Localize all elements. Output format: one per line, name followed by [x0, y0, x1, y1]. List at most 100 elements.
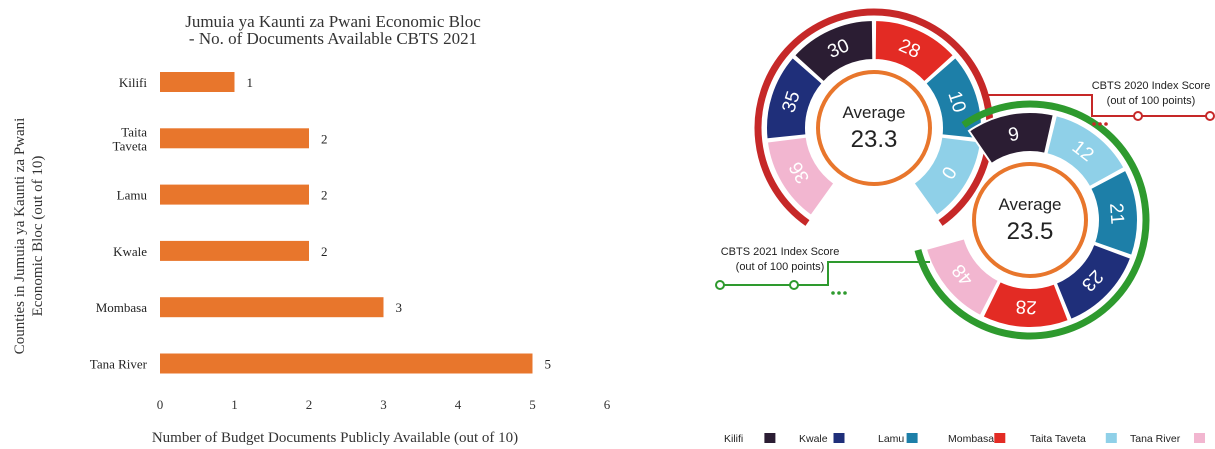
callout-node [1133, 111, 1143, 121]
bar-group: Mombasa 3 [96, 297, 403, 318]
gauge-segment [912, 135, 983, 218]
legend-label: Lamu [878, 433, 904, 445]
data-label: 1 [247, 75, 254, 90]
legend-item: Mombasa [948, 433, 1006, 445]
legend-item: Tana River [1130, 433, 1205, 445]
legend-item: Kwale [799, 433, 845, 445]
callout-dot [1098, 122, 1102, 126]
chart-title-line: - No. of Documents Available CBTS 2021 [189, 29, 477, 48]
bar [160, 184, 309, 205]
gauge-segment [765, 55, 825, 141]
gauge-segment [1054, 242, 1133, 322]
bar [160, 353, 533, 374]
legend-label: Kilifi [724, 433, 743, 445]
x-tick-label: 2 [306, 397, 313, 412]
x-tick-label: 1 [231, 397, 238, 412]
y-axis-label-line: Counties in Jumuia ya Kaunti za Pwani [12, 118, 28, 355]
callout-node [1205, 111, 1215, 121]
gauge-average-value: 23.3 [851, 126, 898, 153]
legend-label: Tana River [1130, 433, 1181, 445]
gauge-average-value: 23.5 [1007, 218, 1054, 245]
chart-title: Jumuia ya Kaunti za Pwani Economic Bloc -… [185, 12, 481, 48]
gauge-average-label: Average [842, 103, 905, 122]
bar-group: Lamu 2 [117, 184, 328, 205]
bar-group: Kilifi 1 [119, 72, 253, 92]
legend-label: Kwale [799, 433, 828, 445]
legend-swatch [906, 433, 918, 443]
data-label: 2 [321, 188, 328, 203]
legend-item: Taita Taveta [1030, 433, 1117, 445]
data-label: 2 [321, 131, 328, 146]
legend-label: Taita Taveta [1030, 433, 1086, 445]
callout-node [715, 280, 725, 290]
category-label: Tana River [90, 357, 148, 372]
legend-label: Mombasa [948, 433, 994, 445]
callout-dot [831, 291, 835, 295]
gauge-average-label: Average [998, 195, 1061, 214]
x-tick-label: 0 [157, 397, 164, 412]
x-tick-label: 3 [380, 397, 387, 412]
bar-group: Tana River 5 [90, 353, 552, 374]
bar-chart: Jumuia ya Kaunti za Pwani Economic Bloc -… [12, 12, 611, 446]
data-label: 2 [321, 244, 328, 259]
x-tick-label: 4 [455, 397, 462, 412]
callout-line [988, 94, 1207, 117]
callout-dot [843, 291, 847, 295]
callout-dot [1092, 122, 1096, 126]
segment-value-label: 9 [1007, 124, 1021, 147]
bar-group: Kwale 2 [113, 240, 328, 261]
gauge-segment [1045, 113, 1126, 189]
x-tick-label: 5 [529, 397, 536, 412]
x-axis-label: Number of Budget Documents Publicly Avai… [152, 430, 518, 446]
legend-swatch [833, 433, 845, 443]
data-label: 3 [396, 300, 403, 315]
gauge-center-circle [972, 162, 1088, 278]
legend: Kilifi Kwale Lamu Mombasa Taita Taveta Tana R… [724, 433, 1205, 445]
y-axis-label: Counties in Jumuia ya Kaunti za Pwani Eco… [12, 118, 46, 355]
callout-label: (out of 100 points) [1107, 95, 1196, 107]
callout-label: CBTS 2021 Index Score [721, 246, 840, 258]
callout-dot [837, 291, 841, 295]
bar [160, 240, 309, 261]
legend-swatch [994, 433, 1006, 443]
callout-node [789, 280, 799, 290]
y-axis-label-line: Economic Bloc (out of 10) [30, 156, 46, 317]
legend-item: Kilifi [724, 433, 776, 445]
bar [160, 297, 384, 318]
legend-item: Lamu [878, 433, 918, 445]
callout-line [720, 261, 930, 286]
category-label: Lamu [117, 188, 148, 203]
category-label: Taita [121, 124, 147, 139]
category-label: Taveta [113, 138, 148, 153]
gauge-segment [765, 135, 836, 218]
bar [160, 72, 235, 92]
segment-value-label: 21 [1105, 202, 1127, 225]
gauge-outer-ring [914, 100, 1150, 340]
gauge-segment [1088, 168, 1139, 258]
gauge-segment [792, 18, 875, 84]
gauge-segment [873, 18, 956, 84]
callout-dot [1104, 122, 1108, 126]
legend-swatch [1194, 433, 1205, 443]
gauge-segment [967, 111, 1056, 166]
bar [160, 128, 309, 149]
legend-swatch [764, 433, 776, 443]
segment-value-label: 28 [1015, 295, 1037, 317]
gauge-segment [981, 279, 1071, 329]
callout-label: (out of 100 points) [736, 261, 825, 273]
category-label: Mombasa [96, 300, 148, 315]
callout-label: CBTS 2020 Index Score [1092, 80, 1211, 92]
category-label: Kilifi [119, 75, 148, 90]
gauge-segment [924, 237, 1001, 318]
gauge-center-circle [816, 70, 932, 186]
chart-title-line: Jumuia ya Kaunti za Pwani Economic Bloc [185, 12, 481, 31]
legend-swatch [1105, 433, 1117, 443]
x-tick-label: 6 [604, 397, 611, 412]
data-label: 5 [545, 357, 552, 372]
callout-2020: CBTS 2020 Index Score (out of 100 points) [988, 80, 1215, 126]
category-label: Kwale [113, 244, 147, 259]
